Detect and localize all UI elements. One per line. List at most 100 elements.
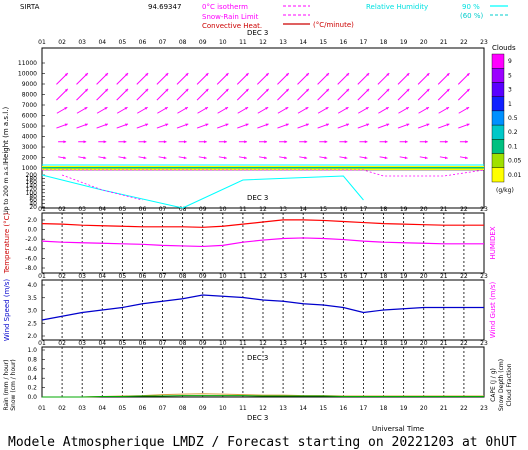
- legend-unit: (°C/minute): [313, 21, 354, 29]
- hour-tick-label: 07: [159, 39, 167, 46]
- wind-speed-series-0: [41, 294, 484, 321]
- hour-tick-label: 14: [299, 39, 307, 46]
- wind-arrowhead: [105, 88, 108, 92]
- wind-arrowhead: [344, 140, 348, 144]
- hour-tick-label: 08: [179, 39, 187, 46]
- height-tick-label: 6000: [22, 113, 37, 120]
- low-height-tick-label: 80: [29, 193, 37, 200]
- wind-arrowhead: [326, 88, 329, 92]
- hour-tick-label: 07: [159, 206, 167, 213]
- wind-arrowhead: [325, 123, 329, 127]
- wind-arrowhead: [446, 88, 450, 92]
- wind-tick-label: 3.5: [27, 295, 37, 302]
- wind-arrowhead: [384, 140, 388, 144]
- hour-tick-label: 07: [159, 405, 167, 412]
- wind-arrowhead: [225, 88, 229, 92]
- colorbar-tick-label: 5: [508, 72, 512, 79]
- wind-arrowhead: [386, 88, 390, 92]
- wind-arrowhead: [405, 107, 409, 110]
- wind-arrow: [256, 88, 270, 101]
- wind-arrowhead: [104, 107, 108, 110]
- hour-tick-label: 19: [400, 206, 408, 213]
- wind-arrowhead: [84, 73, 88, 76]
- hour-tick-label: 20: [420, 273, 428, 280]
- wind-arrow: [397, 72, 410, 85]
- wind-arrowhead: [305, 107, 309, 110]
- hour-tick-label: 06: [139, 206, 147, 213]
- wind-arrow: [397, 88, 410, 101]
- date-label-bottom: DEC 3: [247, 414, 268, 422]
- wind-arrowhead: [83, 140, 87, 144]
- height-tick-label: 9000: [22, 81, 37, 88]
- wind-arrowhead: [465, 156, 468, 160]
- hour-tick-label: 03: [78, 340, 86, 347]
- date-label-wind: DEC 3: [247, 354, 268, 362]
- wind-arrow: [196, 88, 209, 101]
- wind-arrowhead: [366, 73, 370, 76]
- wind-arrowhead: [324, 156, 328, 160]
- station-name: SIRTA: [20, 3, 40, 11]
- hour-tick-label: 11: [239, 39, 247, 46]
- footer-title: Modele Atmospherique LMDZ / Forecast sta…: [8, 435, 517, 450]
- wind-arrow: [156, 88, 169, 101]
- hour-tick-label: 17: [360, 206, 368, 213]
- wind-arrowhead: [104, 123, 108, 127]
- wind-arrowhead: [305, 73, 309, 76]
- low-height-tick-label: 120: [26, 186, 38, 193]
- hour-tick-label: 03: [78, 273, 86, 280]
- clouds-panel-frame: [41, 47, 485, 209]
- hour-tick-label: 15: [319, 405, 327, 412]
- wind-arrowhead: [364, 140, 368, 144]
- hour-tick-label: 14: [299, 206, 307, 213]
- wind-arrowhead: [103, 140, 107, 144]
- wind-arrow: [56, 72, 69, 85]
- wind-arrowhead: [64, 73, 68, 76]
- wind-arrowhead: [165, 73, 169, 76]
- wind-arrowhead: [64, 88, 68, 92]
- temperature-series-1: [41, 237, 484, 248]
- wind-arrow: [417, 72, 430, 85]
- hour-tick-label: 05: [119, 39, 127, 46]
- hour-tick-label: 08: [179, 273, 187, 280]
- wind-arrowhead: [465, 140, 468, 144]
- hour-tick-label: 13: [279, 340, 287, 347]
- wind-arrowhead: [265, 123, 269, 127]
- hour-tick-label: 22: [460, 340, 468, 347]
- hour-tick-label: 20: [420, 206, 428, 213]
- height-tick-label: 11000: [18, 60, 37, 67]
- hour-tick-label: 05: [119, 206, 127, 213]
- colorbar-title: Clouds: [492, 44, 516, 52]
- temp-tick-label: -2.0: [25, 236, 37, 243]
- hour-tick-label: 06: [139, 39, 147, 46]
- hour-tick-label: 23: [480, 405, 488, 412]
- legend-isotherm: 0°C isotherm: [202, 3, 248, 11]
- wind-arrowhead: [184, 107, 188, 110]
- wind-arrowhead: [245, 107, 249, 110]
- hour-tick-label: 03: [78, 405, 86, 412]
- hour-tick-label: 16: [340, 273, 348, 280]
- wind-arrowhead: [346, 123, 350, 127]
- wind-arrow: [76, 88, 89, 101]
- wind-arrowhead: [446, 123, 450, 127]
- wind-arrowhead: [284, 156, 288, 160]
- colorbar-swatch: [491, 110, 505, 126]
- wind-arrowhead: [365, 107, 369, 110]
- hour-tick-label: 12: [259, 39, 267, 46]
- hour-tick-label: 21: [440, 273, 448, 280]
- colorbar-tick-label: 9: [508, 58, 512, 65]
- hour-tick-label: 04: [98, 273, 106, 280]
- precip-tick-label: 0.4: [27, 375, 37, 382]
- wind-arrow: [116, 88, 129, 101]
- hour-tick-label: 19: [400, 405, 408, 412]
- wind-arrowhead: [185, 123, 189, 127]
- wind-arrowhead: [63, 156, 67, 160]
- hour-tick-label: 23: [480, 39, 488, 46]
- hour-tick-label: 04: [98, 206, 106, 213]
- temp-ylabel: Temperature (°C): [3, 213, 11, 275]
- hour-tick-label: 20: [420, 39, 428, 46]
- wind-arrowhead: [426, 123, 430, 127]
- wind-arrowhead: [204, 140, 207, 144]
- wind-arrowhead: [183, 156, 187, 160]
- wind-arrow: [176, 88, 189, 101]
- colorbar-swatch: [491, 139, 505, 154]
